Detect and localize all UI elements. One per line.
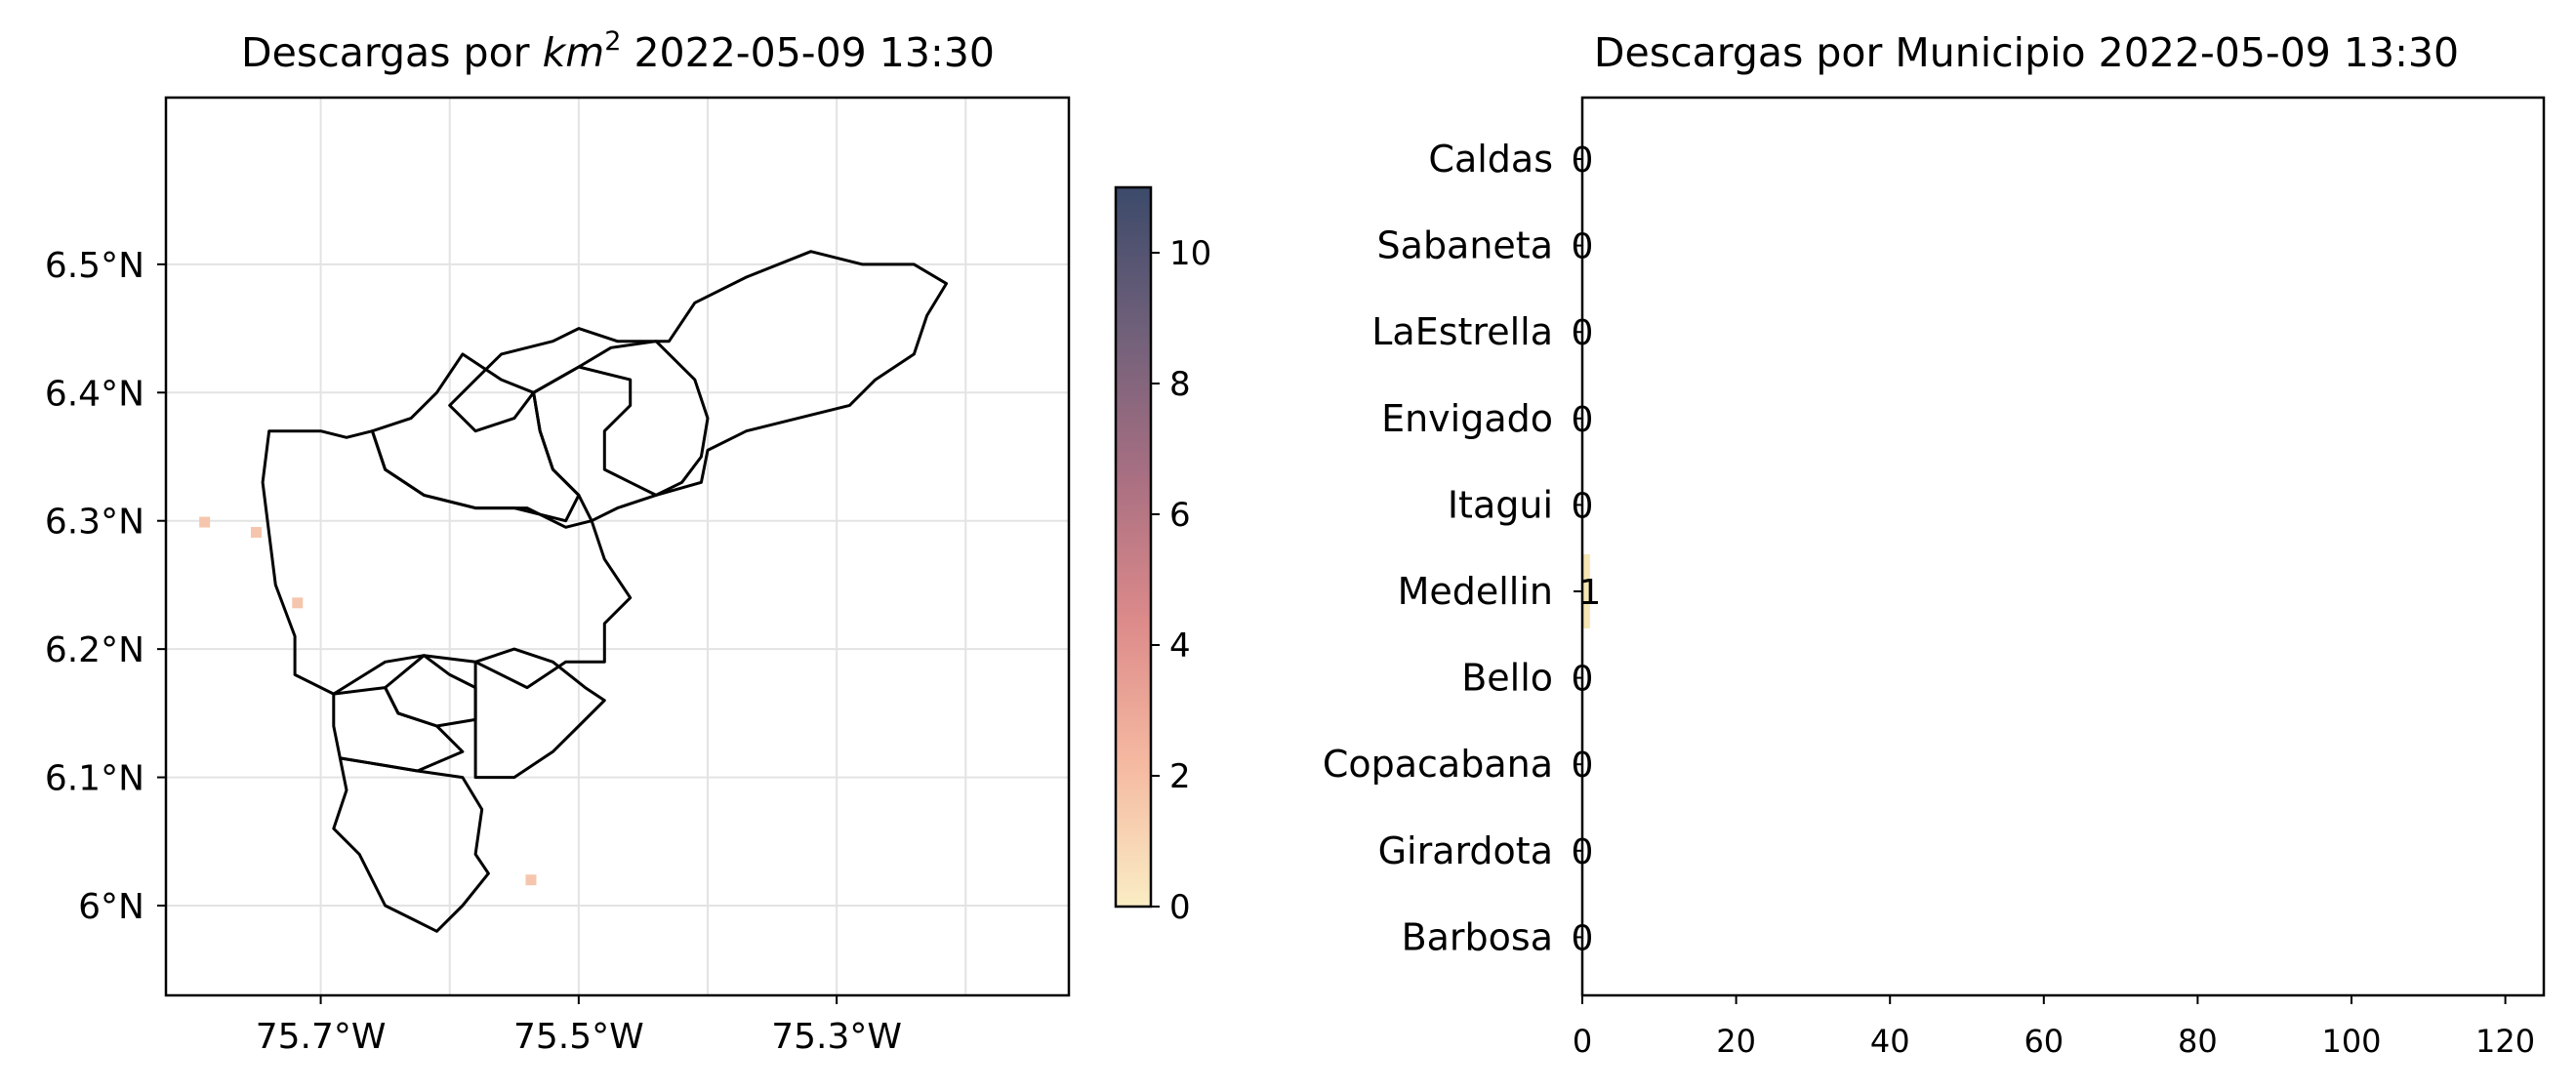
colorbar-tick-label: 8: [1169, 365, 1191, 404]
strike-density-cells: [199, 516, 537, 886]
map-y-tick-label: 6°N: [78, 887, 144, 927]
map-y-tick-label: 6.4°N: [45, 374, 144, 414]
map-title-unit-exponent: 2: [604, 26, 621, 57]
colorbar-ticks: 0 2 4 6 8 10: [1151, 234, 1211, 927]
bar-category-label: Bello: [1461, 657, 1553, 700]
map-y-axis: 6.5°N 6.4°N 6.3°N 6.2°N 6.1°N 6°N: [45, 246, 166, 927]
bar-x-tick-label: 120: [2475, 1023, 2535, 1060]
map-y-tick-label: 6.5°N: [45, 246, 144, 286]
map-y-tick-label: 6.3°N: [45, 503, 144, 543]
bar-x-tick-label: 40: [1870, 1023, 1910, 1060]
colorbar-tick-label: 2: [1169, 757, 1191, 796]
strike-cell: [199, 516, 211, 528]
colorbar: 0 2 4 6 8 10: [1114, 185, 1211, 927]
bar-x-tick-label: 100: [2321, 1023, 2381, 1060]
boundary-caldas: [332, 756, 490, 933]
bar-category-label: Copacabana: [1323, 743, 1553, 786]
colorbar-tick-label: 4: [1169, 626, 1191, 666]
municipality-boundaries: [261, 250, 948, 933]
bar-x-tick-label: 0: [1573, 1023, 1592, 1060]
map-y-tick-label: 6.2°N: [45, 630, 144, 670]
map-title-date: 2022-05-09 13:30: [621, 29, 995, 76]
bars: [1582, 554, 1590, 628]
strike-cell: [292, 597, 304, 609]
bar-x-tick-label: 20: [1716, 1023, 1756, 1060]
map-x-axis: 75.7°W 75.5°W 75.3°W: [256, 995, 902, 1057]
boundary-laestrella: [332, 686, 465, 773]
map-title-prefix: Descargas por: [241, 29, 543, 76]
bar-plot-background: [1582, 98, 2544, 995]
colorbar-tick-label: 10: [1169, 234, 1211, 273]
bar-category-label: LaEstrella: [1371, 310, 1553, 353]
colorbar-tick-label: 6: [1169, 496, 1191, 535]
bar-value-label: 1: [1578, 573, 1601, 613]
bar-plot-frame: [1580, 96, 2546, 997]
map-title: Descargas por km2 2022-05-09 13:30: [241, 26, 995, 76]
map-x-tick-label: 75.5°W: [513, 1017, 644, 1057]
map-plot-background: [166, 98, 1069, 995]
colorbar-tick-label: 0: [1169, 888, 1191, 927]
bar-category-label: Girardota: [1378, 829, 1553, 872]
map-title-unit: km: [543, 29, 605, 76]
bar-x-tick-label: 80: [2178, 1023, 2218, 1060]
bar-category-label: Medellin: [1398, 570, 1553, 613]
bar-category-label: Envigado: [1381, 397, 1553, 440]
boundary-north-large: [448, 250, 948, 497]
colorbar-gradient: [1114, 185, 1153, 909]
boundary-medellin: [261, 429, 633, 696]
bar-category-label: Sabaneta: [1377, 224, 1553, 267]
bar-category-label: Barbosa: [1402, 915, 1553, 958]
bar-title: Descargas por Municipio 2022-05-09 13:30: [1594, 29, 2459, 76]
bar-category-label: Caldas: [1428, 138, 1553, 181]
map-plot-frame: [164, 96, 1071, 997]
map-y-tick-label: 6.1°N: [45, 759, 144, 799]
map-x-tick-label: 75.3°W: [771, 1017, 902, 1057]
bar-chart: Descargas por Municipio 2022-05-09 13:30…: [1323, 29, 2546, 1060]
bar-x-axis: 0 20 40 60 80 100 120: [1573, 995, 2535, 1060]
strike-cell: [525, 874, 537, 886]
boundary-envigado: [473, 647, 606, 780]
map-chart: Descargas por km2 2022-05-09 13:30 75.7°…: [45, 26, 1071, 1057]
bar-category-label: Itagui: [1448, 483, 1553, 526]
bar-x-tick-label: 60: [2024, 1023, 2064, 1060]
map-gridlines: [166, 98, 1069, 995]
strike-cell: [251, 527, 262, 539]
map-x-tick-label: 75.7°W: [256, 1017, 387, 1057]
bar-category-axis: Caldas Sabaneta LaEstrella Envigado Itagui Me…: [1323, 138, 1582, 958]
bar: [1582, 554, 1590, 628]
